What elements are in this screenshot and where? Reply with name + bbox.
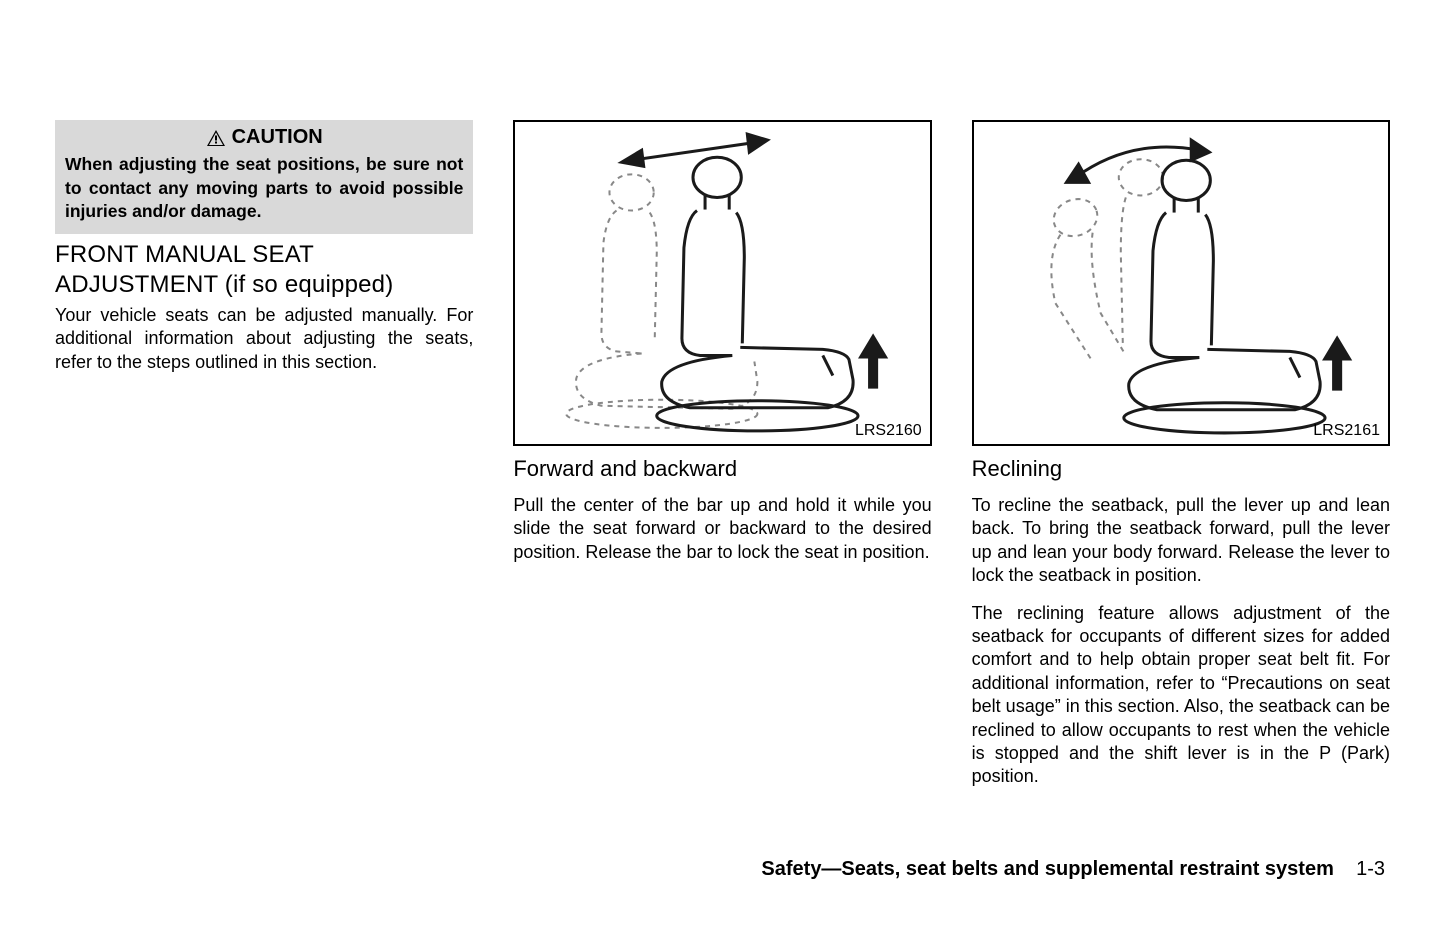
reclining-paragraph-1: To recline the seatback, pull the lever … xyxy=(972,494,1390,588)
warning-icon xyxy=(206,129,226,147)
footer-page-number xyxy=(1339,858,1356,880)
column-1: CAUTION When adjusting the seat position… xyxy=(55,120,473,803)
figure-id-2: LRS2161 xyxy=(1313,422,1380,440)
column-3: LRS2161 Reclining To recline the seatbac… xyxy=(972,120,1390,803)
caution-label: CAUTION xyxy=(232,126,323,149)
footer-page: 1-3 xyxy=(1356,858,1385,880)
footer-chapter: Safety—Seats, seat belts and supplementa… xyxy=(761,858,1333,880)
seat-recline-illustration xyxy=(974,122,1388,444)
page-content: CAUTION When adjusting the seat position… xyxy=(0,0,1445,843)
section-heading: FRONT MANUAL SEAT ADJUSTMENT (if so equi… xyxy=(55,240,473,300)
seat-slide-illustration xyxy=(515,122,929,444)
column-2: LRS2160 Forward and backward Pull the ce… xyxy=(513,120,931,803)
page-footer: Safety—Seats, seat belts and supplementa… xyxy=(761,858,1385,881)
caution-box: CAUTION When adjusting the seat position… xyxy=(55,120,473,234)
forward-backward-paragraph: Pull the center of the bar up and hold i… xyxy=(513,494,931,564)
figure-id-1: LRS2160 xyxy=(855,422,922,440)
reclining-paragraph-2: The reclining feature allows adjustment … xyxy=(972,602,1390,789)
figure-forward-backward: LRS2160 xyxy=(513,120,931,446)
caution-text: When adjusting the seat positions, be su… xyxy=(55,153,473,224)
sub-heading-forward-backward: Forward and backward xyxy=(513,456,931,482)
sub-heading-reclining: Reclining xyxy=(972,456,1390,482)
figure-reclining: LRS2161 xyxy=(972,120,1390,446)
intro-paragraph: Your vehicle seats can be adjusted manua… xyxy=(55,304,473,374)
caution-header: CAUTION xyxy=(55,120,473,153)
